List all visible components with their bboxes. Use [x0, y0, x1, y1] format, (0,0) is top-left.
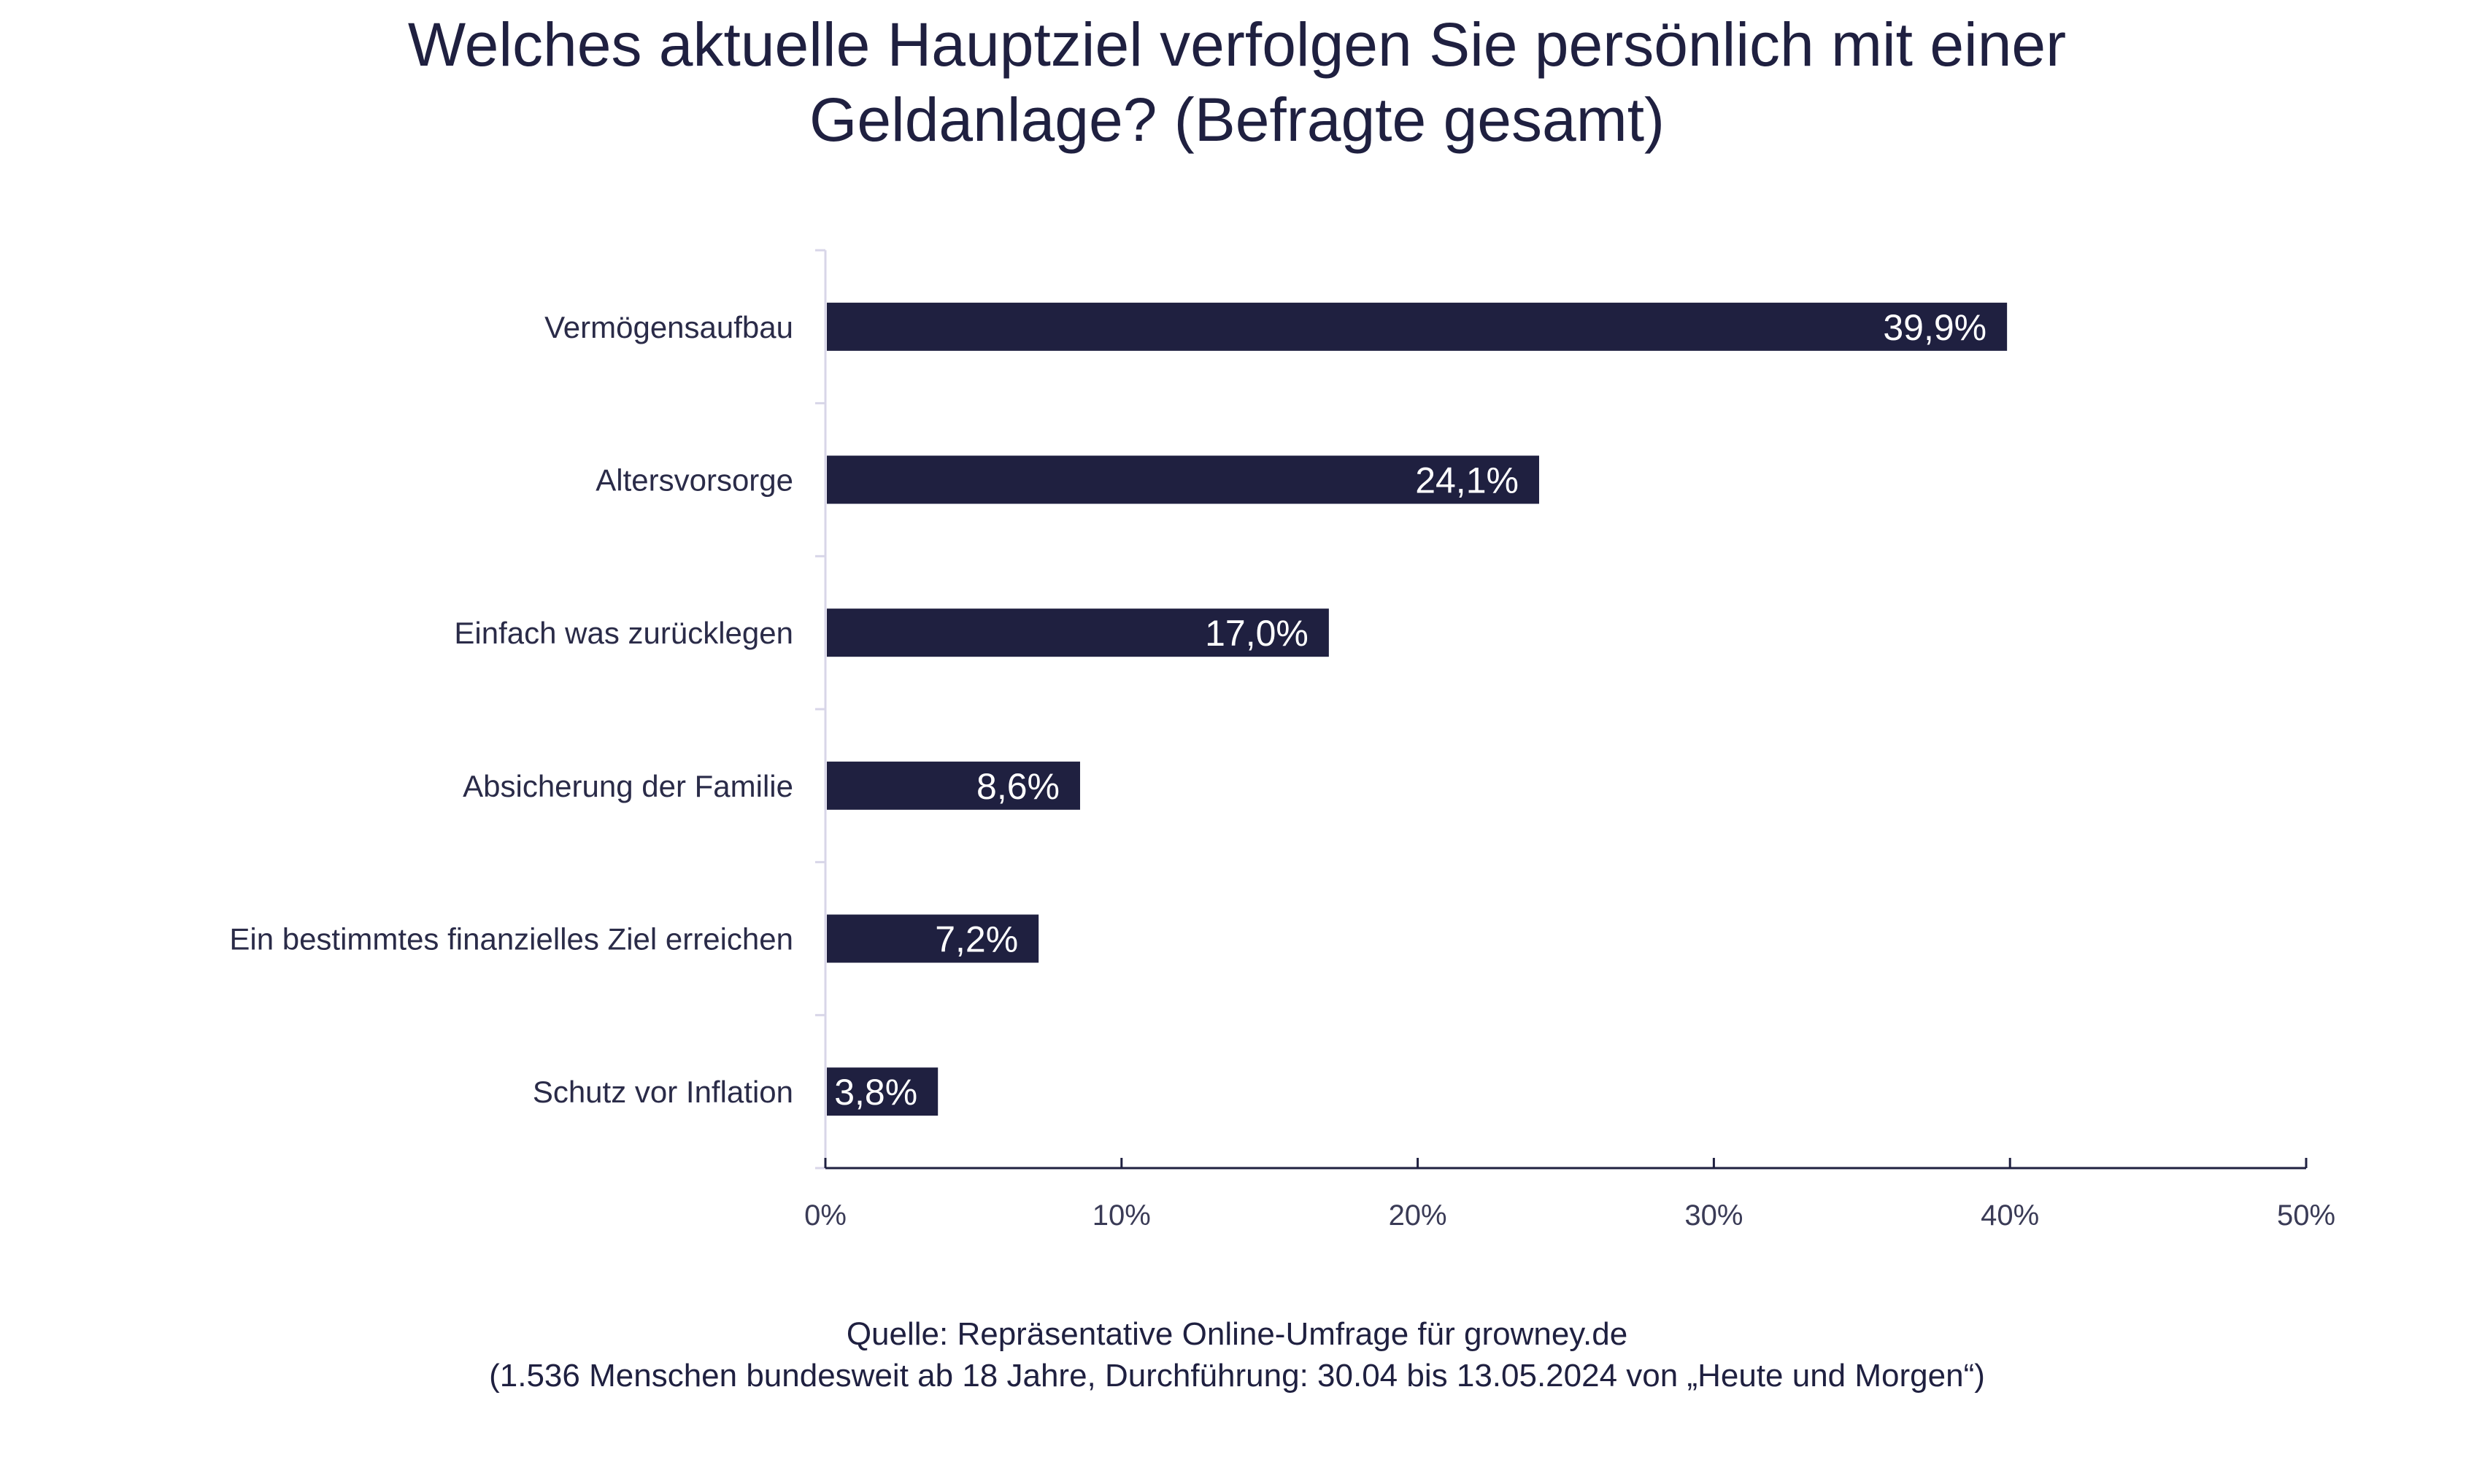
plot-area: 0% 10% 20% 30% 40% 50% Vermögensaufbau 39,9% Alt… — [229, 249, 2335, 1232]
value-axis-tick-label: 30% — [1684, 1199, 1743, 1232]
category-label: Ein bestimmtes finanzielles Ziel erreich… — [229, 922, 793, 957]
value-axis-tick-label: 40% — [1981, 1199, 2039, 1232]
category-label: Vermögensaufbau — [544, 310, 793, 344]
bar-value-label: 8,6% — [976, 766, 1060, 807]
value-axis-tick-label: 10% — [1093, 1199, 1151, 1232]
bar — [827, 1067, 939, 1116]
category-label: Altersvorsorge — [596, 463, 793, 498]
bar — [827, 914, 1039, 963]
bar-value-label: 17,0% — [1205, 613, 1309, 654]
chart-title-line-1: Welches aktuelle Hauptziel verfolgen Sie… — [408, 10, 2066, 79]
bar-value-label: 3,8% — [834, 1072, 917, 1113]
value-axis-tick-label: 20% — [1389, 1199, 1447, 1232]
value-axis-tick-label: 50% — [2277, 1199, 2335, 1232]
bar-value-label: 7,2% — [935, 919, 1018, 960]
bar — [827, 455, 1539, 504]
bar-value-label: 39,9% — [1883, 307, 1986, 348]
category-label: Absicherung der Familie — [463, 769, 793, 803]
source-line-1: Quelle: Repräsentative Online-Umfrage fü… — [847, 1316, 1627, 1352]
bar-value-label: 24,1% — [1415, 460, 1519, 501]
category-label: Schutz vor Inflation — [533, 1075, 793, 1109]
chart-title-line-2: Geldanlage? (Befragte gesamt) — [809, 85, 1665, 154]
source-line-2: (1.536 Menschen bundesweit ab 18 Jahre, … — [489, 1358, 1985, 1394]
bar — [827, 302, 2008, 351]
bar — [827, 761, 1080, 810]
bar — [827, 608, 1329, 657]
category-label: Einfach was zurücklegen — [454, 616, 793, 650]
value-axis-tick-label: 0% — [804, 1199, 847, 1232]
